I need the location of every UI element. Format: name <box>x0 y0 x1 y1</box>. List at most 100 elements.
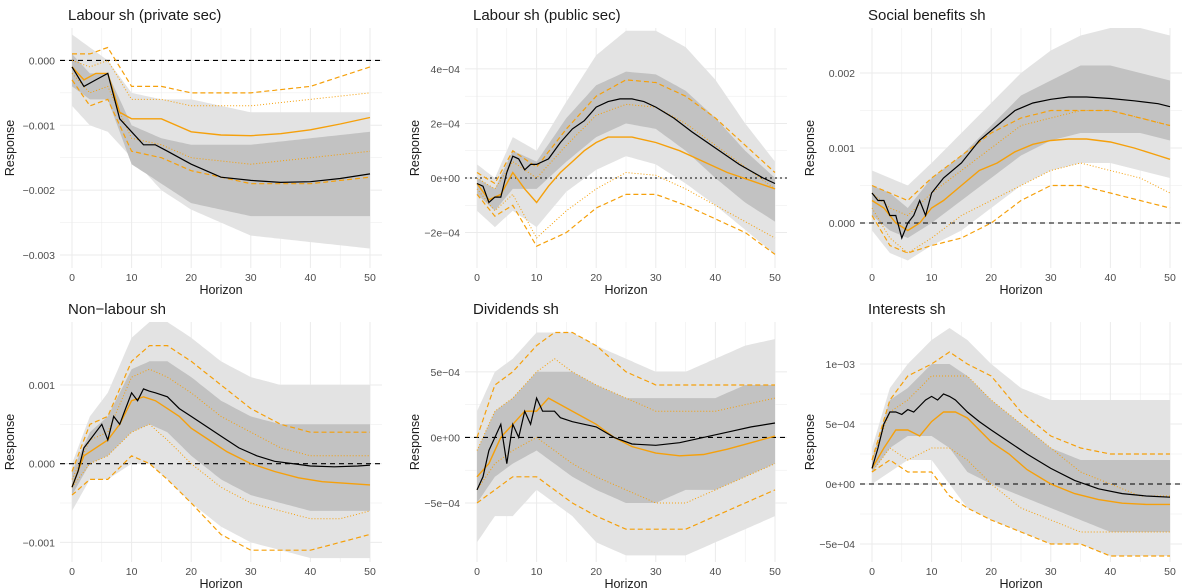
inner-credible-band <box>72 53 370 217</box>
alt-inner-lower-line <box>871 447 1170 533</box>
alt-outer-lower-line <box>476 193 776 255</box>
x-tick-label: 30 <box>1045 566 1057 578</box>
y-tick-label: −5e−04 <box>424 498 460 510</box>
x-axis-label: Horizon <box>604 577 647 588</box>
x-tick-label: 30 <box>245 566 257 578</box>
baseline-median-line <box>476 396 776 491</box>
x-axis-label: Horizon <box>999 283 1042 297</box>
panel-2: Labour sh (public sec) 0 10 20 30 40 50 −2e−04 0… <box>408 7 787 297</box>
y-tick-label: 5e−04 <box>431 367 461 379</box>
panel-title: Interests sh <box>868 301 946 318</box>
y-tick-label: 5e−04 <box>826 419 856 431</box>
alt-outer-lower-line <box>871 184 1171 254</box>
alt-inner-upper-line <box>871 375 1170 497</box>
y-tick-label: 2e−04 <box>431 118 461 130</box>
plot-area <box>60 34 382 249</box>
x-tick-label: 30 <box>650 272 662 284</box>
plot-area <box>60 322 382 559</box>
x-tick-label: 30 <box>1045 272 1057 284</box>
alt-outer-lower-line <box>871 459 1170 557</box>
alt-inner-lower-line <box>476 171 776 239</box>
x-tick-label: 10 <box>126 566 138 578</box>
alt-outer-upper-line <box>476 331 775 438</box>
x-tick-label: 50 <box>769 272 781 284</box>
y-tick-label: −0.003 <box>23 250 56 262</box>
alt-median-line <box>476 136 776 204</box>
plot-area <box>860 328 1182 557</box>
y-tick-label: 4e−04 <box>431 64 461 76</box>
y-tick-label: 0.000 <box>29 459 55 471</box>
panel-1: Labour sh (private sec) 0 10 20 30 40 50 −0.003… <box>3 7 382 297</box>
x-tick-label: 20 <box>185 272 197 284</box>
alt-median-line <box>71 66 371 137</box>
panel-title: Social benefits sh <box>868 7 986 24</box>
x-tick-label: 20 <box>985 272 997 284</box>
x-tick-label: 0 <box>69 566 75 578</box>
y-tick-label: 0.002 <box>829 68 855 80</box>
alt-median-line <box>871 138 1171 232</box>
x-tick-label: 0 <box>869 272 875 284</box>
alt-outer-lower-line <box>476 476 776 530</box>
alt-outer-upper-line <box>871 351 1170 461</box>
y-tick-label: 0.000 <box>829 218 855 230</box>
x-tick-label: 40 <box>305 272 317 284</box>
x-axis-label: Horizon <box>199 577 242 588</box>
y-axis-label: Response <box>408 414 422 470</box>
y-tick-label: 1e−03 <box>826 359 856 371</box>
y-tick-label: −2e−04 <box>424 228 460 240</box>
y-tick-label: −0.001 <box>23 120 56 132</box>
x-tick-label: 0 <box>69 272 75 284</box>
y-tick-label: 0e+00 <box>431 173 461 185</box>
inner-credible-band <box>477 371 775 503</box>
x-tick-label: 20 <box>590 566 602 578</box>
baseline-median-line <box>71 66 371 184</box>
x-axis-label: Horizon <box>604 283 647 297</box>
x-tick-label: 30 <box>245 272 257 284</box>
panel-4: Non−labour sh 0 10 20 30 40 50 −0.001 0.000 0.001… <box>3 301 382 588</box>
panel-title: Labour sh (public sec) <box>473 7 621 24</box>
outer-credible-band <box>477 30 775 255</box>
x-tick-label: 40 <box>1105 272 1117 284</box>
panel-title: Dividends sh <box>473 301 559 318</box>
x-tick-label: 0 <box>474 566 480 578</box>
x-tick-label: 30 <box>650 566 662 578</box>
x-tick-label: 20 <box>185 566 197 578</box>
y-tick-label: 0.000 <box>29 55 55 67</box>
y-tick-label: −0.001 <box>23 537 56 549</box>
x-tick-label: 20 <box>590 272 602 284</box>
y-tick-label: 0.001 <box>829 143 855 155</box>
alt-outer-upper-line <box>871 109 1171 202</box>
x-tick-label: 40 <box>305 566 317 578</box>
inner-credible-band <box>872 65 1170 238</box>
alt-median-line <box>871 411 1170 506</box>
y-tick-label: 0e+00 <box>826 479 856 491</box>
x-axis-label: Horizon <box>199 283 242 297</box>
x-axis-label: Horizon <box>999 577 1042 588</box>
alt-inner-upper-line <box>71 59 371 107</box>
panel-3: Social benefits sh 0 10 20 30 40 50 0.000 0.001 0… <box>803 7 1182 297</box>
x-tick-label: 40 <box>710 272 722 284</box>
baseline-median-line <box>71 388 371 488</box>
y-tick-label: −0.002 <box>23 185 56 197</box>
baseline-median-line <box>871 96 1171 240</box>
plot-area <box>860 28 1182 261</box>
y-tick-label: 0e+00 <box>431 432 461 444</box>
y-axis-label: Response <box>408 120 422 176</box>
x-tick-label: 50 <box>1164 566 1176 578</box>
x-tick-label: 50 <box>769 566 781 578</box>
baseline-median-line <box>871 393 1171 498</box>
x-tick-label: 10 <box>531 272 543 284</box>
x-tick-label: 50 <box>364 566 376 578</box>
panel-title: Labour sh (private sec) <box>68 7 221 24</box>
alt-outer-upper-line <box>476 79 776 185</box>
panel-6: Interests sh 0 10 20 30 40 50 −5e−04 0e+00 5e−04 1… <box>803 301 1182 588</box>
alt-inner-lower-line <box>476 436 776 504</box>
inner-credible-band <box>477 71 775 222</box>
x-tick-label: 40 <box>710 566 722 578</box>
x-tick-label: 50 <box>364 272 376 284</box>
y-axis-label: Response <box>803 414 817 470</box>
x-tick-label: 10 <box>926 566 938 578</box>
y-tick-label: −5e−04 <box>819 539 855 551</box>
alt-inner-lower-line <box>71 73 371 165</box>
x-tick-label: 40 <box>1105 566 1117 578</box>
